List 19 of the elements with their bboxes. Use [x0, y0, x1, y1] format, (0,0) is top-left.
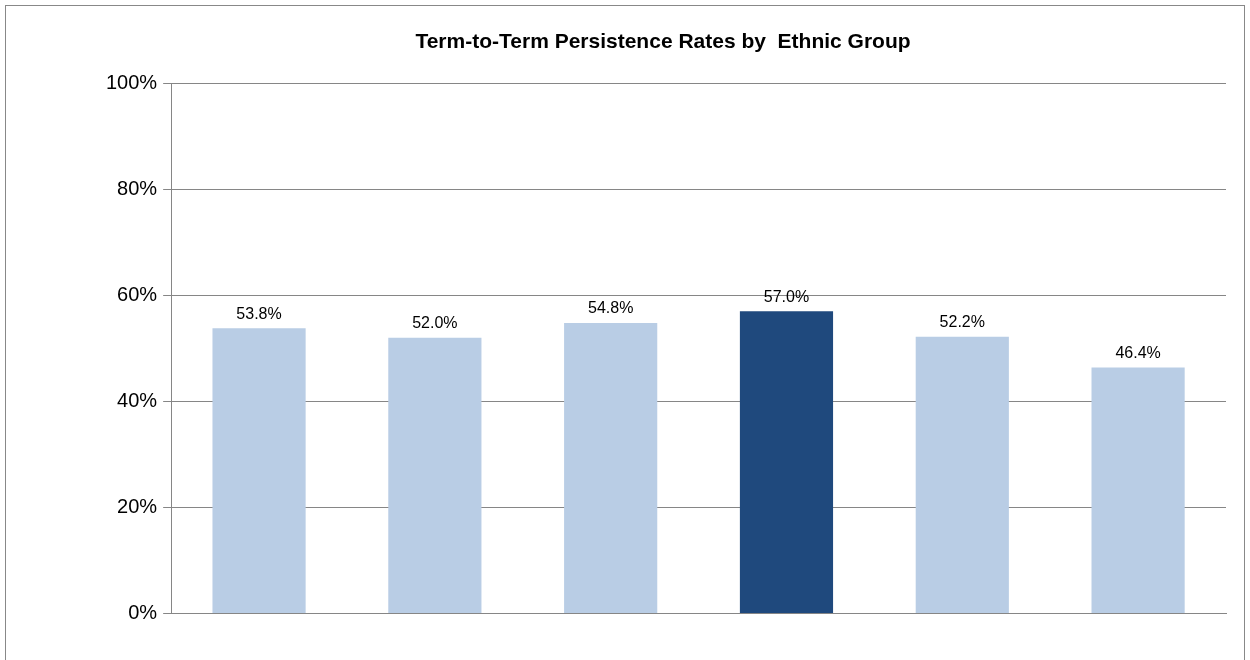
bar	[388, 337, 482, 614]
data-label: 46.4%	[1115, 343, 1161, 361]
data-label: 52.2%	[939, 313, 985, 331]
y-tick-label: 20%	[117, 495, 158, 518]
y-tick-label: 80%	[117, 176, 158, 199]
y-tick-label: 60%	[117, 282, 158, 305]
data-label: 52.0%	[412, 314, 458, 332]
chart-title: Term-to-Term Persistence Rates by Ethnic Group	[415, 29, 911, 53]
bar	[1091, 367, 1185, 614]
data-label: 54.8%	[587, 299, 634, 317]
bar	[739, 311, 834, 614]
y-tick-label: 40%	[117, 388, 158, 411]
y-tick-label: 100%	[106, 70, 158, 93]
bar	[915, 336, 1009, 614]
data-label: 53.8%	[236, 304, 282, 322]
y-tick-label: 0%	[128, 601, 158, 624]
data-label: 57.0%	[763, 287, 810, 305]
bar	[564, 322, 658, 614]
bar	[212, 328, 306, 614]
